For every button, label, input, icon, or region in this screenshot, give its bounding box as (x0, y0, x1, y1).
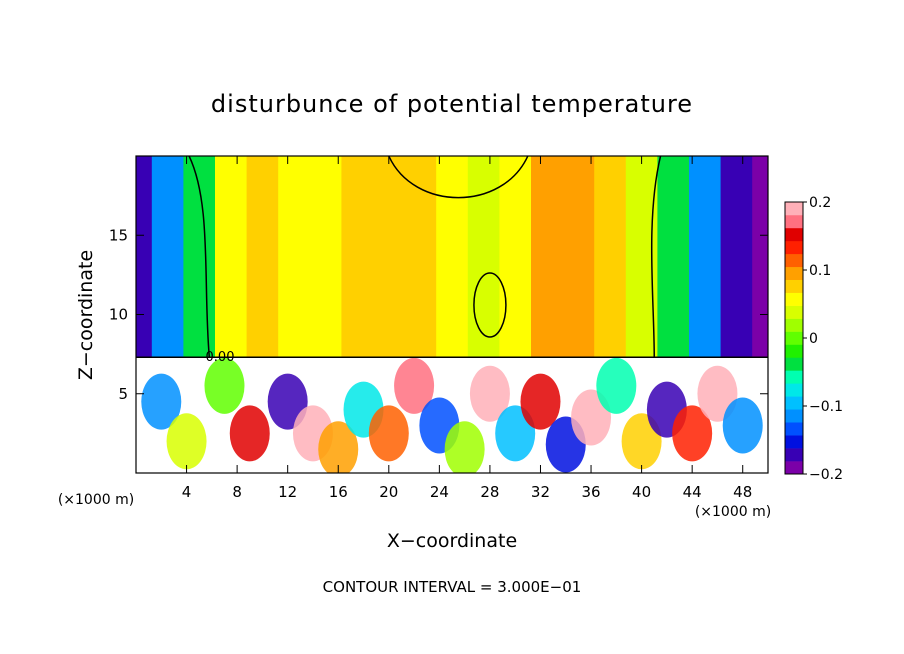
lower-layer-patch (394, 357, 435, 414)
upper-layer-column (341, 156, 374, 358)
contour-lines (136, 156, 768, 359)
colorbar-swatch (785, 227, 803, 242)
colorbar-tick-label: 0 (809, 331, 818, 347)
upper-layer-column (151, 156, 184, 358)
upper-layer-column (625, 156, 658, 358)
contour-interval-footer: CONTOUR INTERVAL = 3.000E−01 (323, 578, 582, 596)
upper-layer-column (404, 156, 437, 358)
lower-layer-patch (444, 421, 485, 473)
upper-layer-column (246, 156, 279, 358)
colorbar-swatch (785, 292, 803, 306)
chart-title: disturbunce of potential temperature (211, 90, 693, 118)
colorbar-tick-label: −0.1 (809, 399, 843, 415)
x-tick-label: 8 (232, 483, 242, 501)
lower-layer-patch (520, 373, 561, 430)
contour-label: 0.00 (206, 350, 235, 365)
lower-layer-patch (722, 397, 763, 454)
zero-contour-island (473, 272, 507, 338)
upper-layer-column (657, 156, 690, 358)
upper-layer-column (215, 156, 248, 358)
upper-layer-column (499, 156, 532, 358)
zero-contour-top (388, 156, 529, 199)
lower-layer-patch (229, 405, 270, 462)
lower-layer-patch (469, 365, 510, 422)
colorbar-swatch (785, 370, 803, 384)
colorbar-swatch (785, 240, 803, 255)
x-tick-label: 36 (581, 483, 600, 501)
lower-layer-patch (318, 421, 359, 473)
colorbar-swatch (785, 266, 803, 281)
upper-layer-column (436, 156, 469, 358)
colorbar-tick-label: −0.2 (809, 467, 843, 483)
x-tick-label: 4 (182, 483, 192, 501)
upper-layer-column (562, 156, 595, 358)
x-tick-label: 20 (379, 483, 398, 501)
x-tick-label: 12 (278, 483, 297, 501)
colorbar-swatch (785, 461, 803, 475)
upper-layer-column (531, 156, 564, 358)
lower-layer-patch (672, 405, 713, 462)
upper-layer-column (309, 156, 342, 358)
colorbar-swatch (785, 253, 803, 268)
upper-layer-column (752, 156, 768, 358)
colorbar: 0.2 0.1 0 −0.1 −0.2 (784, 195, 843, 483)
colorbar-swatch (785, 214, 803, 229)
colorbar-swatch (785, 396, 803, 410)
upper-layer-column (467, 156, 500, 358)
upper-layer-column (689, 156, 722, 358)
y-tick-label: 15 (109, 226, 128, 244)
x-tick-label: 44 (683, 483, 702, 501)
colorbar-swatch (785, 305, 803, 319)
colorbar-swatch (785, 448, 803, 462)
x-unit-label-right: (×1000 m) (695, 504, 771, 520)
x-axis: 4 8 12 16 20 24 28 32 36 40 44 48 (182, 156, 752, 501)
upper-layer-column (278, 156, 311, 358)
lower-layer-patch (596, 357, 637, 414)
colorbar-tick-label: 0.1 (809, 263, 831, 279)
colorbar-swatch (785, 331, 803, 345)
x-tick-label: 24 (430, 483, 449, 501)
colorbar-swatch (785, 422, 803, 436)
x-tick-label: 32 (531, 483, 550, 501)
plot-area (136, 156, 768, 473)
lower-layer-field (141, 357, 763, 473)
zero-contour-left (188, 156, 211, 358)
upper-layer-column (594, 156, 627, 358)
colorbar-swatch (785, 409, 803, 423)
upper-layer-column (720, 156, 753, 358)
colorbar-swatch (785, 318, 803, 332)
colorbar-swatch (785, 279, 803, 293)
y-axis: 5 10 15 (109, 226, 768, 403)
zero-contour-right (650, 156, 662, 358)
colorbar-swatch (785, 202, 803, 216)
y-axis-label: Z−coordinate (75, 250, 97, 380)
upper-layer-column (373, 156, 406, 358)
x-axis-label: X−coordinate (387, 530, 517, 552)
lower-layer-patch (166, 413, 207, 470)
colorbar-swatch (785, 435, 803, 449)
colorbar-swatch (785, 357, 803, 371)
x-tick-label: 28 (480, 483, 499, 501)
x-tick-label: 40 (632, 483, 651, 501)
upper-layer-column (136, 156, 153, 358)
lower-layer-patch (204, 357, 245, 414)
lower-layer-patch (368, 405, 409, 462)
colorbar-swatch (785, 383, 803, 397)
x-unit-label-left: (×1000 m) (58, 492, 134, 508)
lower-layer-patch (141, 373, 182, 430)
colorbar-swatch (785, 344, 803, 358)
y-tick-label: 10 (109, 306, 128, 324)
colorbar-tick-label: 0.2 (809, 195, 831, 211)
upper-layer-field (136, 156, 768, 358)
x-tick-label: 48 (733, 483, 752, 501)
x-tick-label: 16 (329, 483, 348, 501)
y-tick-label: 5 (118, 385, 128, 403)
